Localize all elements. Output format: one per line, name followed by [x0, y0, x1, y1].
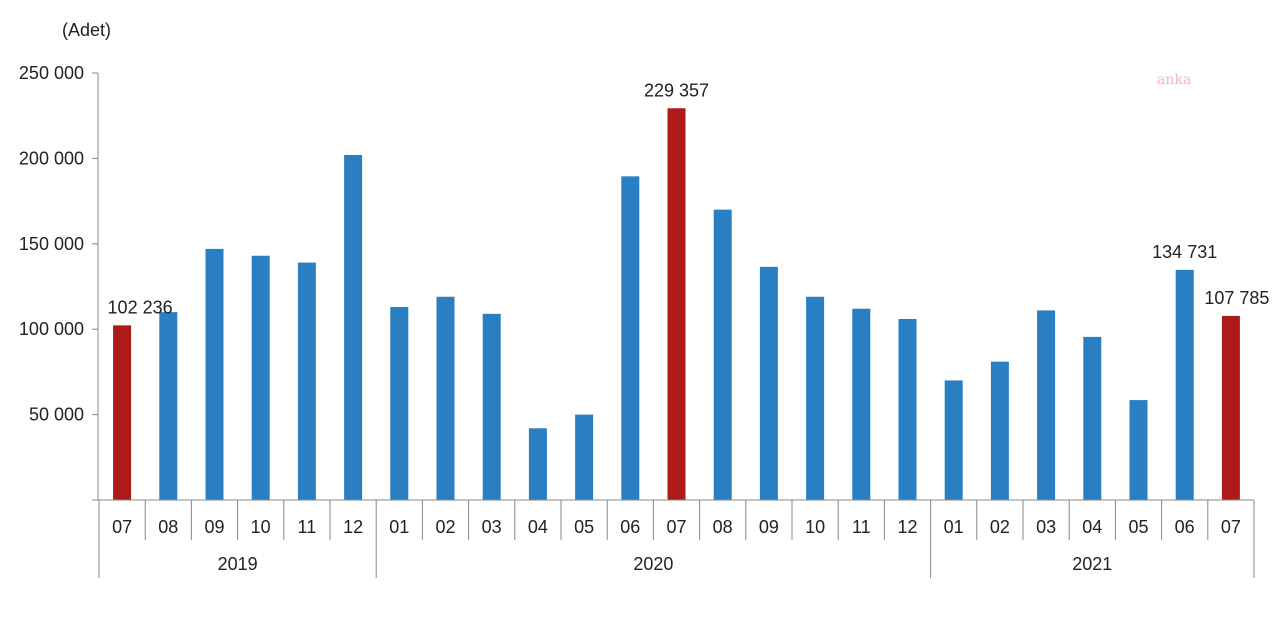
bar-2020-06	[621, 176, 640, 501]
year-group-label: 2021	[1072, 554, 1112, 574]
x-tick-label: 07	[666, 517, 686, 537]
bar-2020-05	[575, 414, 594, 500]
y-tick-label: 100 000	[19, 319, 84, 339]
year-group-label: 2019	[218, 554, 258, 574]
x-tick-label: 02	[435, 517, 455, 537]
y-tick-label: 50 000	[29, 405, 84, 425]
bar-2019-10	[251, 255, 270, 500]
data-label: 134 731	[1152, 242, 1217, 262]
bar-2021-04	[1083, 336, 1102, 500]
bar-2021-05	[1129, 400, 1148, 500]
x-tick-label: 11	[298, 517, 317, 537]
bar-2019-07	[113, 325, 132, 500]
bar-2021-01	[944, 380, 963, 500]
x-tick-label: 01	[389, 517, 409, 537]
bar-2020-12	[898, 318, 917, 500]
y-tick-label: 150 000	[19, 234, 84, 254]
x-tick-label: 05	[1128, 517, 1148, 537]
x-tick-label: 12	[343, 517, 363, 537]
bars	[113, 108, 1240, 501]
x-tick-label: 02	[990, 517, 1010, 537]
x-tick-label: 08	[158, 517, 178, 537]
year-group-label: 2020	[633, 554, 673, 574]
data-label: 102 236	[108, 297, 173, 317]
x-tick-label: 08	[713, 517, 733, 537]
bar-2021-06	[1175, 269, 1194, 500]
bar-2020-04	[528, 428, 547, 500]
bar-2019-12	[344, 154, 363, 500]
x-tick-label: 06	[1175, 517, 1195, 537]
data-labels: 102 236 229 357 134 731 107 785	[108, 80, 1270, 317]
bar-2021-03	[1037, 310, 1056, 500]
x-tick-label: 05	[574, 517, 594, 537]
x-tick-label: 09	[204, 517, 224, 537]
y-tick-label: 200 000	[19, 148, 84, 168]
x-tick-label: 10	[805, 517, 825, 537]
x-tick-label: 09	[759, 517, 779, 537]
x-tick-label: 06	[620, 517, 640, 537]
bar-2021-02	[990, 361, 1009, 500]
x-tick-label: 10	[251, 517, 271, 537]
x-axis: 07 08 09 10 11 12 2019 01 02 03 04 05 06 07 08 09 10 11 12…	[92, 499, 1255, 578]
x-tick-label: 11	[852, 517, 871, 537]
x-tick-label: 03	[482, 517, 502, 537]
y-axis-unit-label: (Adet)	[62, 20, 112, 40]
bar-2020-03	[482, 313, 501, 500]
x-tick-label: 03	[1036, 517, 1056, 537]
y-axis: 50 000 100 000 150 000 200 000 250 000	[19, 63, 99, 501]
x-tick-label: 07	[1221, 517, 1241, 537]
bar-2021-07	[1221, 315, 1240, 500]
watermark-logo: anka	[1157, 72, 1192, 88]
x-tick-label: 07	[112, 517, 132, 537]
y-tick-label: 250 000	[19, 63, 84, 83]
x-tick-label: 12	[897, 517, 917, 537]
bar-2020-08	[713, 209, 732, 500]
bar-2020-07	[667, 108, 686, 501]
x-tick-label: 01	[944, 517, 964, 537]
bar-2020-02	[436, 296, 455, 500]
bar-2019-11	[297, 262, 316, 500]
bar-2020-01	[390, 306, 409, 500]
x-tick-label: 04	[528, 517, 548, 537]
bar-2020-09	[759, 266, 778, 500]
bar-2020-10	[806, 296, 825, 500]
x-tick-label: 04	[1082, 517, 1102, 537]
bar-2020-11	[852, 308, 871, 500]
bar-2019-09	[205, 248, 224, 500]
data-label: 229 357	[644, 80, 709, 100]
data-label: 107 785	[1204, 288, 1269, 308]
bar-2019-08	[159, 312, 178, 500]
